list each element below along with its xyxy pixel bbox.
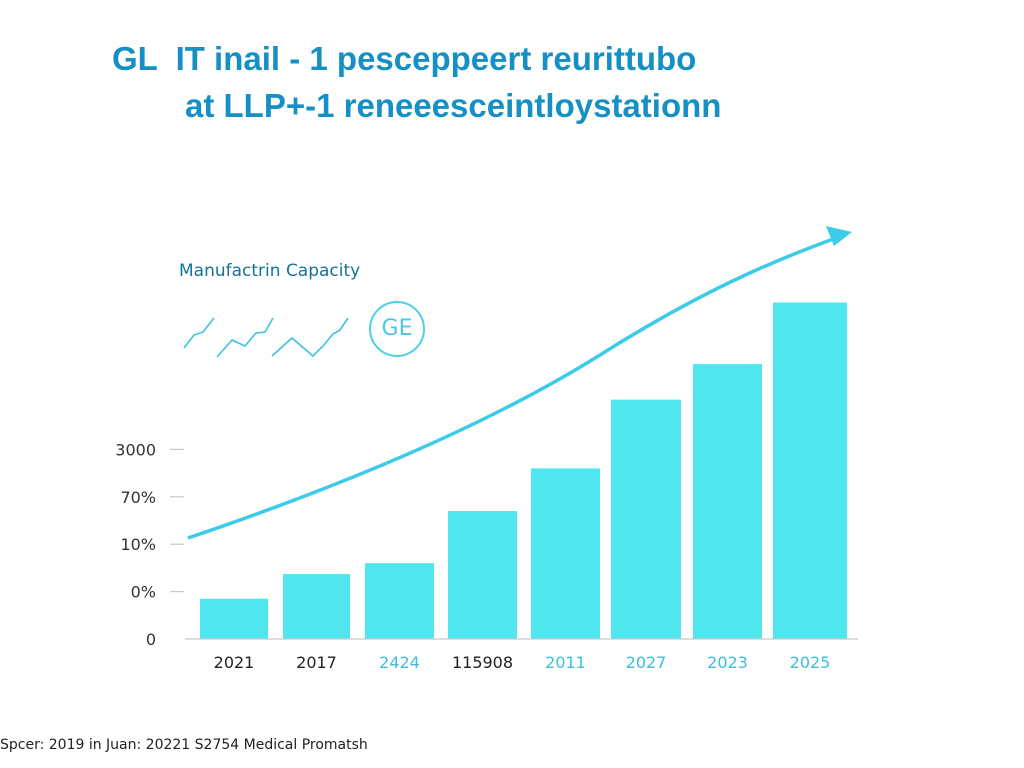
- sparkline-icons: [183, 317, 349, 358]
- bar-2021: [200, 598, 268, 639]
- source-note: Spcer: 2019 in Juan: 20221 S2754 Medical…: [0, 737, 368, 753]
- x-tick-label: 2011: [545, 653, 586, 672]
- x-tick-label: 2017: [296, 653, 337, 672]
- x-tick-label: 2025: [790, 653, 831, 672]
- trend-arrow-head: [826, 226, 852, 246]
- x-tick-label: 2424: [379, 653, 420, 672]
- sparkline-icon: [271, 317, 349, 358]
- y-tick-label: 3000: [115, 440, 156, 459]
- x-tick-label: 2027: [626, 653, 667, 672]
- chart-subtitle: Manufactrin Capacity: [179, 261, 361, 281]
- ge-logo-badge: GE: [369, 301, 425, 357]
- y-tick-label: 10%: [120, 535, 156, 554]
- x-tick-label: 2021: [214, 653, 255, 672]
- bar-2027: [611, 399, 681, 639]
- bar-2025: [773, 302, 847, 639]
- bar-2424: [365, 563, 434, 639]
- bar-2017: [283, 574, 350, 639]
- bar-2023: [693, 364, 762, 639]
- bar-115908: [448, 511, 517, 639]
- sparkline-icon: [183, 317, 215, 349]
- bar-2011: [531, 468, 600, 639]
- x-tick-label: 2023: [707, 653, 748, 672]
- y-tick-label: 70%: [120, 488, 156, 507]
- x-tick-label: 115908: [452, 653, 513, 672]
- chart-title-line-1: GL IT inail - 1 pesceppeert reurittubo: [112, 40, 697, 77]
- trend-line: [187, 236, 837, 540]
- y-tick-label: 0: [146, 630, 156, 649]
- y-tick-label: 0%: [131, 583, 156, 602]
- sparkline-icon: [216, 317, 274, 358]
- chart-title-line-2: at LLP+-1 reneeesceintloystationn: [185, 87, 722, 124]
